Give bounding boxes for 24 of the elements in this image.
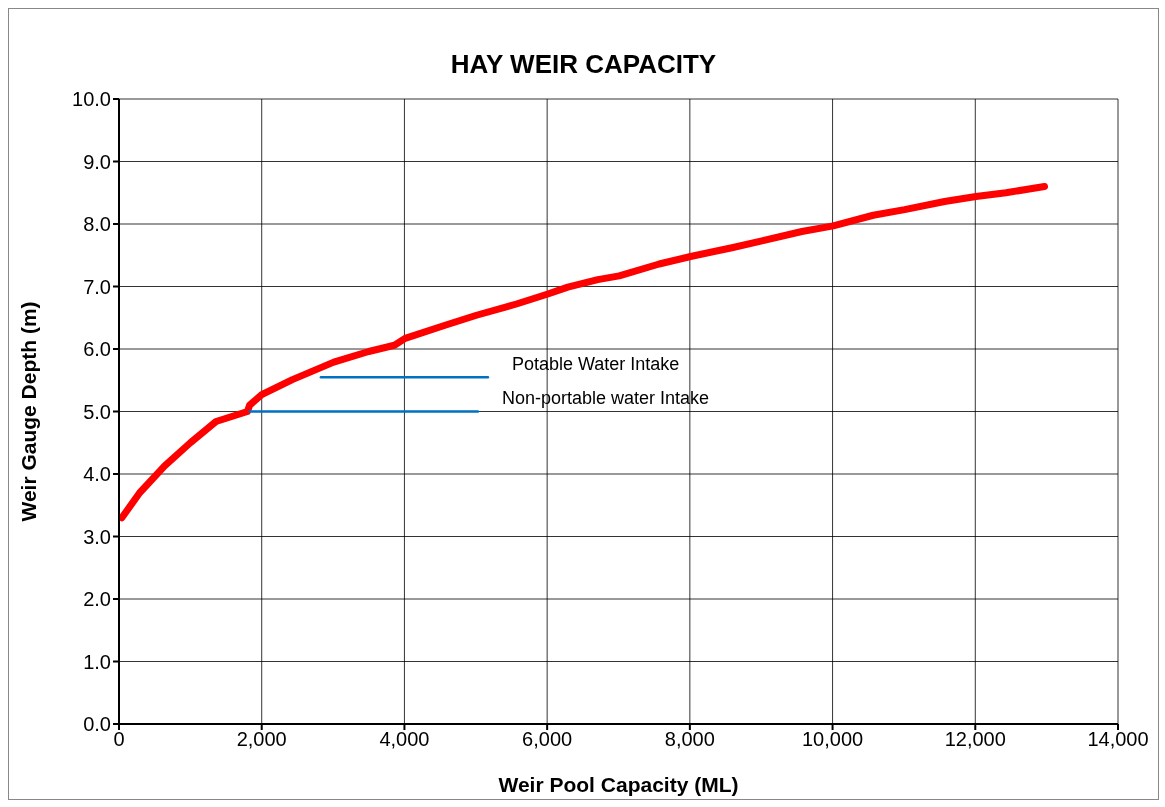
y-tick-label: 8.0 xyxy=(83,213,111,236)
x-tick-label: 10,000 xyxy=(801,728,864,751)
y-tick-label: 0.0 xyxy=(83,713,111,736)
series-label: Potable Water Intake xyxy=(511,353,680,374)
x-tick-label: 4,000 xyxy=(379,728,430,751)
y-axis-title: Weir Gauge Depth (m) xyxy=(17,301,41,522)
y-tick-label: 1.0 xyxy=(83,650,111,673)
x-tick-label: 12,000 xyxy=(944,728,1006,751)
chart-title: HAY WEIR CAPACITY xyxy=(449,49,718,81)
x-tick-label: 2,000 xyxy=(236,728,287,751)
x-axis-title: Weir Pool Capacity (ML) xyxy=(498,773,739,796)
y-tick-label: 6.0 xyxy=(83,338,111,361)
y-tick-label: 2.0 xyxy=(83,588,111,611)
x-tick-label: 8,000 xyxy=(664,728,715,751)
x-tick-label: 6,000 xyxy=(522,728,573,751)
x-tick-label: 14,000 xyxy=(1087,728,1149,751)
y-tick-label: 5.0 xyxy=(83,400,111,423)
y-tick-label: 3.0 xyxy=(83,525,111,548)
y-tick-label: 4.0 xyxy=(83,463,111,486)
series-label: Non-portable water Intake xyxy=(501,388,710,409)
y-tick-label: 7.0 xyxy=(83,275,111,298)
y-tick-label: 9.0 xyxy=(83,150,111,173)
x-tick-label: 0 xyxy=(113,728,125,751)
y-tick-label: 10.0 xyxy=(72,88,111,111)
